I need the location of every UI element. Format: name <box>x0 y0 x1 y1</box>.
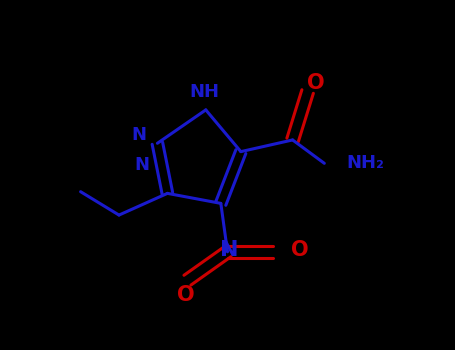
Text: N: N <box>131 126 147 144</box>
Text: N: N <box>220 240 238 260</box>
Text: O: O <box>291 240 308 260</box>
Text: NH: NH <box>189 83 219 100</box>
Text: O: O <box>177 285 195 305</box>
Text: N: N <box>135 156 150 174</box>
Text: O: O <box>307 73 325 93</box>
Text: NH₂: NH₂ <box>346 154 384 172</box>
